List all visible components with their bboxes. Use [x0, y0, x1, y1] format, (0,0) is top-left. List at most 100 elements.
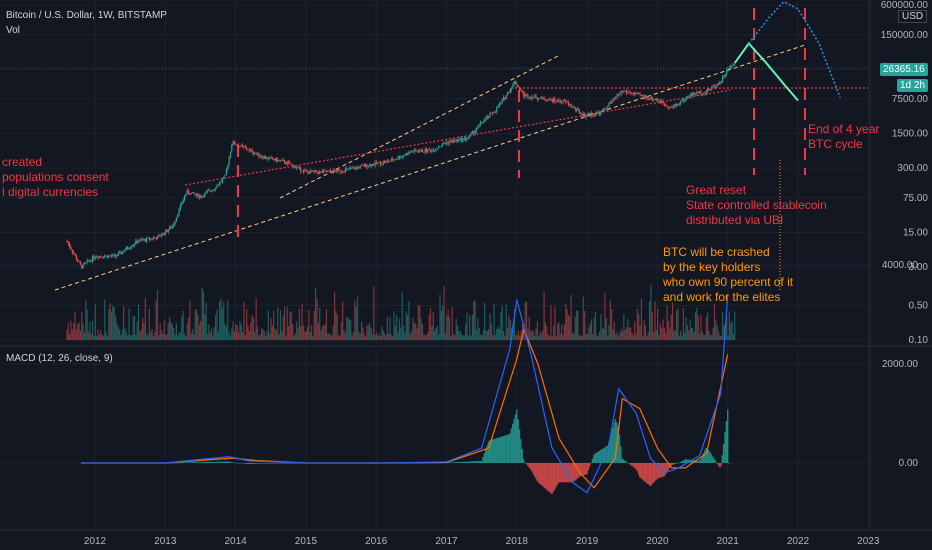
candle: [75, 255, 77, 260]
candle: [567, 101, 570, 106]
candle: [708, 88, 710, 91]
volume-bar: [659, 323, 661, 340]
price-axis-tick: 150000.00: [881, 30, 929, 41]
volume-bar: [306, 326, 309, 340]
candle: [354, 167, 356, 170]
candle: [624, 90, 626, 92]
candle: [592, 113, 594, 116]
volume-bar: [283, 306, 286, 340]
candle: [581, 113, 583, 117]
macd-histogram-bar: [490, 439, 492, 463]
candle: [443, 143, 445, 145]
macd-histogram-bar: [535, 463, 537, 479]
macd-axis-tick: 0.00: [899, 458, 919, 469]
candle: [325, 170, 328, 173]
macd-histogram-bar: [192, 462, 195, 463]
macd-histogram-bar: [291, 463, 294, 464]
volume-bar: [117, 326, 119, 340]
volume-bar: [701, 331, 703, 340]
candle: [612, 98, 614, 101]
candle: [119, 251, 121, 254]
macd-histogram-bar: [248, 463, 250, 465]
candle: [571, 106, 574, 108]
volume-bar: [228, 332, 230, 340]
volume-bar: [135, 335, 137, 340]
volume-bar: [569, 316, 571, 340]
volume-bar: [235, 324, 237, 340]
volume-bar: [601, 328, 603, 340]
candle: [232, 141, 234, 145]
macd-histogram-bar: [606, 445, 609, 463]
candle: [671, 106, 674, 108]
candle: [617, 94, 620, 96]
volume-bar: [582, 296, 584, 340]
volume-bar: [183, 333, 186, 340]
volume-bar: [355, 306, 357, 340]
candle: [388, 160, 390, 162]
macd-histogram-bar: [267, 463, 269, 464]
candle: [78, 261, 80, 263]
volume-bar: [686, 325, 689, 340]
macd-histogram-bar: [698, 460, 701, 463]
macd-histogram-bar: [631, 463, 633, 466]
candle: [569, 104, 571, 106]
candle: [627, 92, 629, 93]
volume-bar: [519, 335, 521, 340]
macd-histogram-bar: [717, 463, 719, 466]
currency-badge[interactable]: USD: [898, 10, 928, 23]
macd-histogram-bar: [658, 463, 660, 479]
macd-histogram-bar: [199, 462, 202, 463]
volume-bar: [323, 325, 325, 340]
volume-bar: [696, 307, 698, 340]
volume-bar: [125, 331, 127, 340]
macd-histogram-bar: [579, 463, 582, 477]
volume-bar: [96, 335, 98, 340]
macd-histogram-bar: [622, 459, 625, 463]
macd-histogram-bar: [472, 461, 475, 463]
volume-bar: [388, 333, 390, 340]
volume-bar: [438, 334, 440, 340]
volume-bar: [258, 335, 260, 340]
macd-histogram-bar: [455, 462, 457, 463]
volume-bar: [542, 330, 544, 340]
macd-histogram-bar: [287, 463, 290, 464]
candle: [416, 150, 418, 152]
volume-bar: [589, 324, 591, 340]
candle: [559, 101, 561, 103]
volume-bar: [443, 286, 445, 340]
volume-bar: [305, 331, 307, 340]
macd-histogram-bar: [491, 439, 494, 463]
candle: [512, 83, 514, 89]
volume-bar: [516, 335, 518, 340]
macd-histogram-bar: [571, 463, 573, 483]
volume-bar: [177, 335, 179, 340]
volume-bar: [600, 314, 602, 340]
candle: [438, 147, 440, 149]
volume-bar: [132, 316, 134, 340]
volume-bar: [82, 324, 84, 340]
macd-histogram-bar: [233, 462, 235, 464]
macd-histogram-bar: [525, 463, 527, 464]
volume-bar: [621, 331, 624, 340]
volume-bar: [312, 335, 314, 340]
candle: [397, 156, 399, 159]
candle: [554, 98, 556, 102]
macd-histogram-bar: [249, 463, 252, 465]
candle: [283, 160, 286, 163]
candle: [504, 97, 506, 99]
volume-bar: [351, 335, 353, 340]
macd-histogram-bar: [595, 452, 598, 463]
macd-histogram-bar: [718, 463, 721, 468]
candle: [382, 161, 384, 164]
annotation-crash-line: and work for the elites: [663, 290, 781, 304]
candle: [540, 96, 543, 98]
candle: [694, 94, 697, 95]
candle: [194, 193, 196, 195]
volume-bar: [611, 309, 613, 340]
candle: [405, 153, 407, 155]
volume-bar: [205, 302, 207, 340]
candle: [278, 159, 280, 161]
candle: [690, 94, 693, 97]
volume-bar: [570, 294, 572, 340]
